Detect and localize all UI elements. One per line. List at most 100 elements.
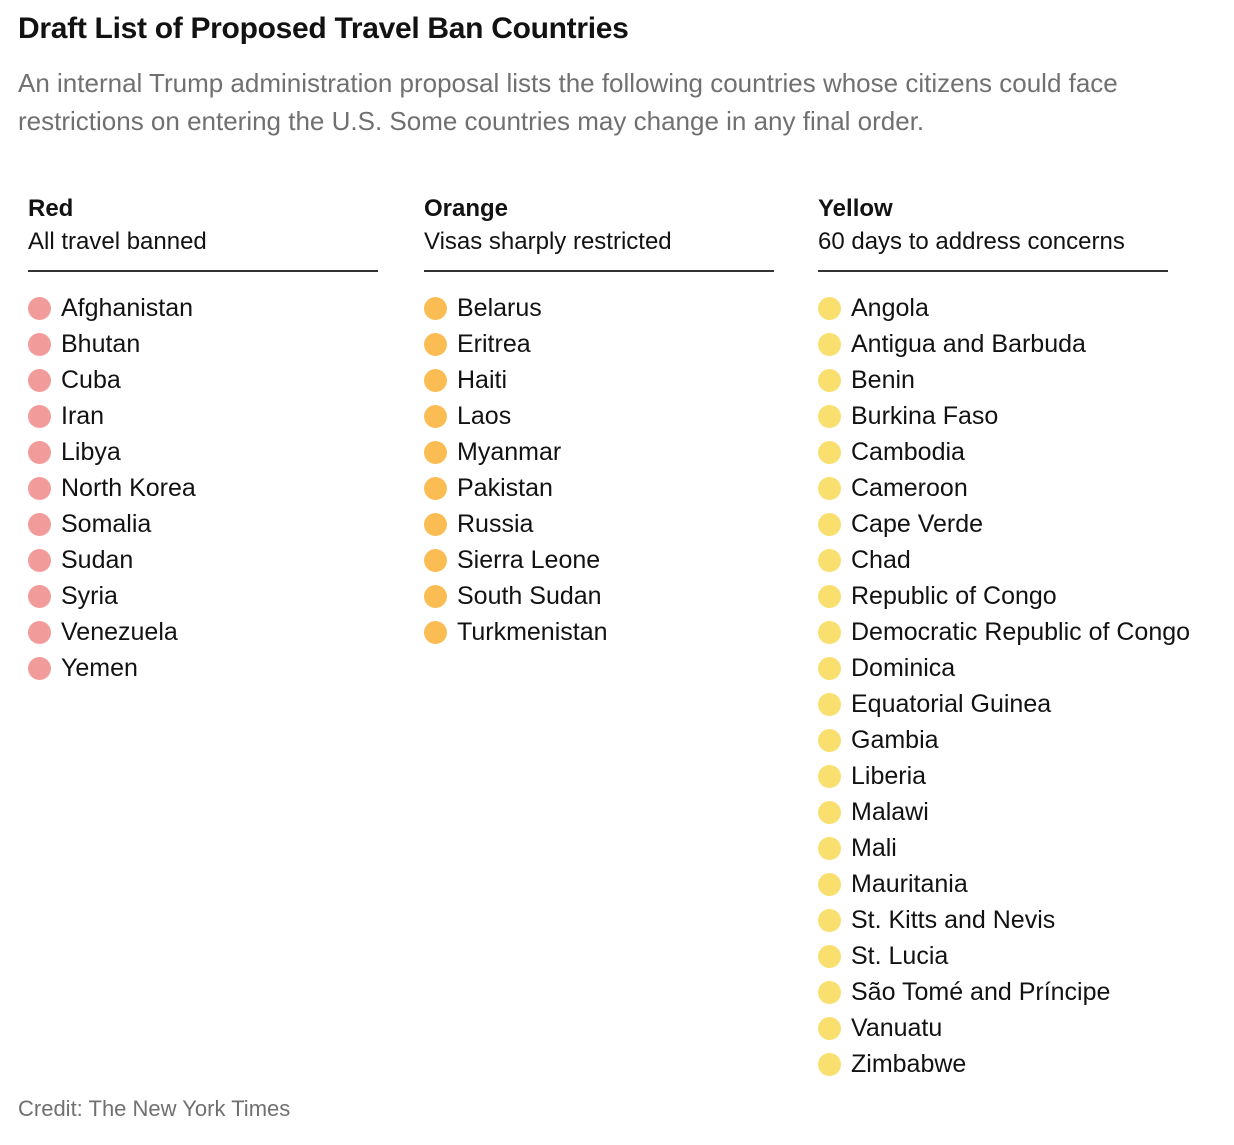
category-dot-icon <box>424 476 447 500</box>
country-item: Antigua and Barbuda <box>818 326 1228 362</box>
country-item: Libya <box>28 434 378 470</box>
category-dot-icon <box>818 764 841 788</box>
page-title: Draft List of Proposed Travel Ban Countr… <box>18 12 629 45</box>
category-dot-icon <box>28 620 51 644</box>
country-item: Dominica <box>818 650 1228 686</box>
credit-line: Credit: The New York Times <box>18 1096 291 1121</box>
country-item: Bhutan <box>28 326 378 362</box>
country-item: Myanmar <box>424 434 774 470</box>
red-column: Red All travel banned Afghanistan Bhutan C… <box>28 194 378 686</box>
country-item: Russia <box>424 506 774 542</box>
country-name: Gambia <box>851 725 939 754</box>
country-item: Sierra Leone <box>424 542 774 578</box>
country-name: Bhutan <box>61 329 141 358</box>
country-item: Cuba <box>28 362 378 398</box>
country-item: Democratic Republic of Congo <box>818 614 1228 650</box>
country-name: Cape Verde <box>851 509 984 538</box>
column-name: Orange <box>424 195 509 222</box>
country-name: Somalia <box>61 509 152 538</box>
country-list: Belarus Eritrea Haiti Laos Myanmar Pakistan Ru… <box>424 272 774 650</box>
country-name: Cameroon <box>851 473 968 502</box>
country-item: Cambodia <box>818 434 1228 470</box>
country-name: Benin <box>851 365 915 394</box>
country-item: St. Lucia <box>818 938 1228 974</box>
country-item: Liberia <box>818 758 1228 794</box>
country-item: Eritrea <box>424 326 774 362</box>
category-dot-icon <box>28 296 51 320</box>
category-dot-icon <box>28 368 51 392</box>
page-subtitle: An internal Trump administration proposa… <box>18 68 1118 136</box>
country-name: Yemen <box>61 653 138 682</box>
column-header: Yellow 60 days to address concerns <box>818 194 1168 272</box>
category-dot-icon <box>818 908 841 932</box>
column-description: Visas sharply restricted <box>424 228 672 255</box>
category-dot-icon <box>424 620 447 644</box>
country-name: São Tomé and Príncipe <box>851 977 1111 1006</box>
country-name: Liberia <box>851 761 927 790</box>
country-list: Afghanistan Bhutan Cuba Iran Libya North Kore… <box>28 272 378 686</box>
country-item: Benin <box>818 362 1228 398</box>
country-item: Pakistan <box>424 470 774 506</box>
country-item: Republic of Congo <box>818 578 1228 614</box>
column-header: Red All travel banned <box>28 194 378 272</box>
category-dot-icon <box>818 620 841 644</box>
country-name: Myanmar <box>457 437 562 466</box>
country-name: Haiti <box>457 365 508 394</box>
category-dot-icon <box>818 1016 841 1040</box>
category-dot-icon <box>818 404 841 428</box>
country-item: Chad <box>818 542 1228 578</box>
country-name: Malawi <box>851 797 929 826</box>
category-dot-icon <box>818 872 841 896</box>
category-dot-icon <box>28 404 51 428</box>
column-name: Red <box>28 195 74 222</box>
country-name: Cuba <box>61 365 121 394</box>
category-dot-icon <box>818 476 841 500</box>
category-dot-icon <box>818 728 841 752</box>
category-dot-icon <box>818 944 841 968</box>
country-name: Belarus <box>457 293 542 322</box>
country-name: Chad <box>851 545 911 574</box>
country-item: St. Kitts and Nevis <box>818 902 1228 938</box>
category-dot-icon <box>818 296 841 320</box>
category-dot-icon <box>28 440 51 464</box>
country-item: Vanuatu <box>818 1010 1228 1046</box>
orange-column: Orange Visas sharply restricted Belarus E… <box>424 194 774 650</box>
country-item: Cape Verde <box>818 506 1228 542</box>
country-item: Equatorial Guinea <box>818 686 1228 722</box>
category-dot-icon <box>28 656 51 680</box>
country-item: Sudan <box>28 542 378 578</box>
country-name: Equatorial Guinea <box>851 689 1052 718</box>
country-name: Dominica <box>851 653 956 682</box>
country-item: Laos <box>424 398 774 434</box>
country-item: Afghanistan <box>28 290 378 326</box>
category-dot-icon <box>424 368 447 392</box>
category-dot-icon <box>424 296 447 320</box>
category-dot-icon <box>818 980 841 1004</box>
country-item: Mauritania <box>818 866 1228 902</box>
country-name: Mauritania <box>851 869 968 898</box>
category-dot-icon <box>424 404 447 428</box>
category-dot-icon <box>28 512 51 536</box>
country-name: North Korea <box>61 473 196 502</box>
country-name: Iran <box>61 401 105 430</box>
category-dot-icon <box>424 440 447 464</box>
country-name: Eritrea <box>457 329 531 358</box>
country-name: Turkmenistan <box>457 617 608 646</box>
country-item: Angola <box>818 290 1228 326</box>
country-item: Venezuela <box>28 614 378 650</box>
country-name: Zimbabwe <box>851 1049 967 1078</box>
country-item: Malawi <box>818 794 1228 830</box>
category-dot-icon <box>818 440 841 464</box>
country-name: Republic of Congo <box>851 581 1057 610</box>
category-dot-icon <box>818 800 841 824</box>
category-dot-icon <box>818 584 841 608</box>
country-item: Burkina Faso <box>818 398 1228 434</box>
category-dot-icon <box>818 836 841 860</box>
category-dot-icon <box>28 548 51 572</box>
country-name: Russia <box>457 509 534 538</box>
country-item: São Tomé and Príncipe <box>818 974 1228 1010</box>
country-name: Cambodia <box>851 437 965 466</box>
country-item: Cameroon <box>818 470 1228 506</box>
country-name: Laos <box>457 401 512 430</box>
country-item: Belarus <box>424 290 774 326</box>
